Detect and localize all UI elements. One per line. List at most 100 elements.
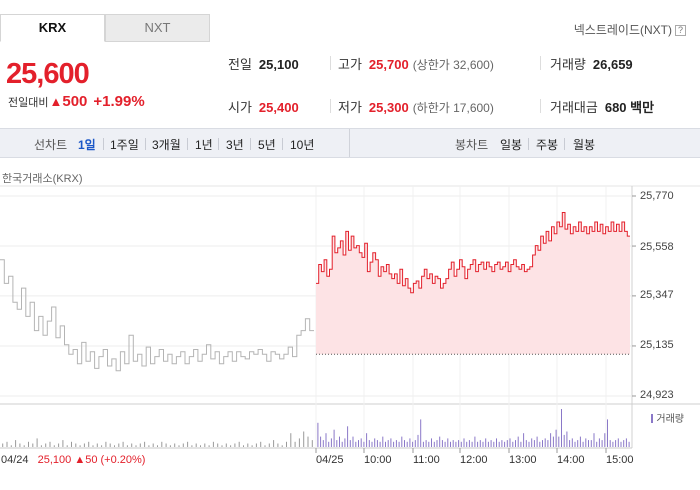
candle-weekly[interactable]: 주봉: [536, 138, 559, 152]
volume-bar: [135, 445, 137, 447]
volume-bar: [88, 441, 90, 447]
period-5y[interactable]: 5년: [258, 138, 276, 152]
volume-bar: [458, 440, 460, 447]
volume-bar: [96, 443, 98, 447]
divider: [103, 138, 104, 150]
volume-bar: [83, 443, 85, 447]
volume-bar: [144, 441, 146, 447]
divider: [349, 129, 350, 157]
volume-bar: [439, 436, 441, 447]
volume-bar: [409, 438, 411, 447]
volume-bar: [320, 436, 322, 447]
volume-bar: [341, 441, 343, 447]
divider: [528, 138, 529, 150]
volume-bar: [588, 440, 589, 447]
nextrade-label: 넥스트레이드(NXT): [573, 23, 672, 37]
volume-bar: [182, 443, 184, 447]
volume-bar: [307, 436, 309, 447]
volume-bar: [294, 441, 296, 447]
volume-bar: [609, 440, 611, 447]
volume-bar: [71, 441, 72, 447]
volume-bar: [53, 445, 55, 447]
volume-bar: [221, 445, 223, 447]
stat-label: 거래대금: [550, 100, 598, 115]
volume-bar: [574, 441, 576, 447]
divider: [540, 56, 541, 70]
change-percent: +1.99%: [93, 93, 145, 110]
volume-bar: [455, 441, 457, 447]
tab-nxt[interactable]: NXT: [105, 14, 210, 42]
period-1w[interactable]: 1주일: [110, 138, 139, 152]
period-1y[interactable]: 1년: [195, 138, 213, 152]
candle-daily[interactable]: 일봉: [500, 138, 523, 152]
volume-bar: [447, 438, 449, 447]
prev-price: 25,100: [37, 454, 72, 466]
volume-bar: [195, 443, 197, 447]
tab-krx[interactable]: KRX: [0, 14, 105, 42]
x-tick-label: 13:00: [509, 454, 537, 466]
volume-bar: [355, 441, 357, 447]
volume-bar: [374, 438, 376, 447]
volume-bar: [523, 433, 525, 447]
volume-bar: [579, 436, 581, 447]
volume-bar: [114, 445, 115, 447]
price-change: 전일대비▲500 +1.99%: [8, 93, 145, 110]
volume-bar: [536, 436, 538, 447]
volume-bar: [152, 443, 154, 447]
volume-bar: [40, 445, 42, 447]
volume-bar: [414, 440, 416, 447]
volume-bar: [474, 436, 476, 447]
volume-bar: [450, 441, 451, 447]
period-1d[interactable]: 1일: [78, 138, 96, 152]
divider: [330, 56, 331, 70]
volume-bar: [528, 441, 530, 447]
prev-pct: (+0.20%): [100, 454, 146, 466]
period-3y[interactable]: 3년: [226, 138, 244, 152]
volume-bar: [336, 440, 338, 447]
volume-bar: [422, 441, 424, 447]
volume-bar: [255, 443, 257, 447]
volume-bar: [520, 441, 522, 447]
volume-bar: [66, 445, 68, 447]
help-icon[interactable]: ?: [675, 25, 686, 36]
volume-bar: [433, 441, 435, 447]
volume-bar: [547, 440, 549, 447]
period-10y[interactable]: 10년: [290, 138, 315, 152]
volume-bar: [247, 443, 249, 447]
volume-bar: [360, 438, 362, 447]
nextrade-info-link[interactable]: 넥스트레이드(NXT)?: [574, 21, 686, 38]
volume-bar: [371, 441, 373, 447]
stat-low: 저가 25,300 (하한가 17,600): [338, 97, 494, 116]
stat-label: 저가: [338, 100, 362, 115]
volume-bar: [431, 438, 432, 447]
up-triangle-icon: ▲: [74, 454, 86, 466]
volume-bar: [501, 440, 503, 447]
volume-bar: [148, 445, 150, 447]
candle-monthly[interactable]: 월봉: [573, 138, 596, 152]
stat-label: 전일: [228, 57, 252, 72]
volume-bar: [15, 440, 17, 447]
volume-bar: [550, 433, 552, 447]
volume-bar: [398, 441, 400, 447]
volume-bar: [311, 440, 313, 447]
divider: [145, 138, 146, 150]
volume-bar: [428, 441, 430, 447]
volume-bar: [49, 441, 51, 447]
volume-bar: [212, 441, 214, 447]
prev-day-summary: 04/24 25,100 ▲50 (+0.20%): [1, 454, 145, 466]
stat-high: 고가 25,700 (상한가 32,600): [338, 54, 494, 73]
volume-bar: [593, 433, 595, 447]
stat-value: 26,659: [592, 57, 633, 72]
stat-volume: 거래량 26,659: [550, 54, 633, 73]
volume-bar: [379, 441, 381, 447]
volume-bar: [126, 445, 128, 447]
stat-value: 25,100: [258, 57, 299, 72]
volume-bar: [577, 440, 579, 447]
period-3m[interactable]: 3개월: [152, 138, 181, 152]
volume-bar: [286, 441, 287, 447]
volume-bar: [157, 445, 158, 447]
volume-bar: [542, 440, 543, 447]
volume-bar: [615, 440, 617, 447]
volume-bar: [569, 440, 571, 447]
